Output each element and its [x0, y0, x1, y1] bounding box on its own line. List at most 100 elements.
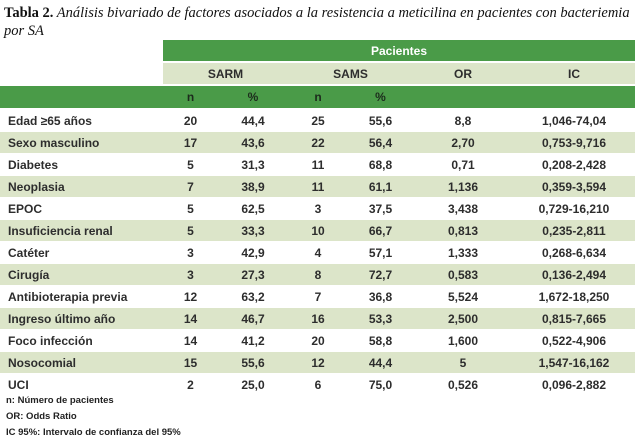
table-row: UCI 2 25,0 6 75,0 0,526 0,096-2,882	[0, 374, 635, 396]
sarm-pct-value: 46,7	[241, 311, 265, 326]
column-group-header-pacientes: Pacientes	[163, 40, 635, 61]
subheader-sarm-pct: %	[247, 90, 259, 104]
sarm-n-value: 20	[183, 113, 198, 128]
sams-pct-value: 57,1	[368, 245, 393, 260]
row-label: Sexo masculino	[8, 135, 100, 150]
sarm-n-value: 3	[187, 245, 194, 260]
sarm-n-value: 5	[187, 201, 194, 216]
table-row: Neoplasia 7 38,9 11 61,1 1,136 0,359-3,594	[0, 176, 635, 198]
table-row: Sexo masculino 17 43,6 22 56,4 2,70 0,753-9,71…	[0, 132, 635, 154]
footnote-ic: IC 95%: Intervalo de confianza del 95%	[6, 426, 181, 438]
table-title: Tabla 2. Análisis bivariado de factores …	[0, 0, 635, 40]
sams-pct-value: 61,1	[368, 179, 393, 194]
column-header-ic: IC	[513, 63, 635, 84]
sams-pct-value: 55,6	[368, 113, 393, 128]
or-value: 0,526	[447, 377, 479, 392]
ic-value: 0,268-6,634	[541, 245, 607, 260]
row-label: Ingreso último año	[8, 311, 116, 326]
row-label: Diabetes	[8, 157, 59, 172]
sarm-pct-value: 31,3	[241, 157, 265, 172]
row-label: EPOC	[8, 201, 43, 216]
sams-n-value: 12	[311, 355, 325, 370]
sams-pct-value: 56,4	[368, 135, 393, 150]
sarm-pct-value: 27,3	[241, 267, 265, 282]
header-spacer	[0, 40, 163, 61]
table-title-text: Análisis bivariado de factores asociados…	[4, 5, 630, 39]
data-table: Pacientes SARM SAMS OR IC n % n % Edad ≥…	[0, 40, 635, 396]
table-row: Catéter 3 42,9 4 57,1 1,333 0,268-6,634	[0, 242, 635, 264]
row-label: Nosocomial	[8, 355, 77, 370]
table-body: Edad ≥65 años 20 44,4 25 55,6 8,8 1,046-74,04 S…	[0, 110, 635, 396]
sarm-pct-value: 62,5	[241, 201, 265, 216]
sams-n-value: 7	[314, 289, 322, 304]
ic-value: 1,547-16,162	[538, 355, 610, 370]
sarm-n-value: 12	[183, 289, 198, 304]
header-row-subcolumns: n % n %	[0, 86, 635, 110]
or-value: 0,71	[451, 157, 475, 172]
header-spacer	[0, 86, 163, 108]
sams-n-value: 11	[311, 157, 325, 172]
sams-pct-value: 66,7	[368, 223, 393, 238]
row-label: Cirugía	[8, 267, 50, 282]
ic-value: 0,096-2,882	[541, 377, 607, 392]
table-row: Ingreso último año 14 46,7 16 53,3 2,500 0,815…	[0, 308, 635, 330]
ic-value: 0,359-3,594	[541, 179, 607, 194]
header-row-group: Pacientes	[0, 40, 635, 63]
or-value: 5	[459, 355, 467, 370]
row-label: Edad ≥65 años	[8, 113, 92, 128]
ic-value: 0,522-4,906	[541, 333, 607, 348]
sams-n-value: 16	[311, 311, 325, 326]
sams-n-value: 3	[314, 201, 322, 216]
table-row: Diabetes 5 31,3 11 68,8 0,71 0,208-2,428	[0, 154, 635, 176]
row-label: UCI	[8, 377, 29, 392]
row-label: Insuficiencia renal	[8, 223, 113, 238]
sams-n-value: 20	[311, 333, 325, 348]
or-value: 0,813	[447, 223, 479, 238]
sarm-n-value: 2	[187, 377, 194, 392]
row-label: Catéter	[8, 245, 50, 260]
ic-value: 1,672-18,250	[538, 289, 610, 304]
sams-n-value: 11	[311, 179, 325, 194]
or-value: 1,333	[447, 245, 479, 260]
sarm-pct-value: 63,2	[241, 289, 265, 304]
table-row: Nosocomial 15 55,6 12 44,4 5 1,547-16,162	[0, 352, 635, 374]
footnote-or: OR: Odds Ratio	[6, 410, 77, 422]
or-value: 1,136	[447, 179, 479, 194]
or-value: 5,524	[447, 289, 479, 304]
table-number-label: Tabla 2.	[4, 5, 54, 21]
subheader-ic-empty	[513, 86, 635, 108]
ic-value: 1,046-74,04	[541, 113, 607, 128]
sarm-n-value: 14	[183, 333, 198, 348]
sams-n-value: 25	[311, 113, 325, 128]
row-label: Foco infección	[8, 333, 93, 348]
subheader-sarm-n: n	[186, 90, 195, 104]
ic-value: 0,729-16,210	[538, 201, 610, 216]
sarm-pct-value: 43,6	[241, 135, 265, 150]
sarm-pct-value: 44,4	[241, 113, 265, 128]
sarm-pct-value: 38,9	[241, 179, 265, 194]
row-label: Neoplasia	[8, 179, 65, 194]
table-row: Insuficiencia renal 5 33,3 10 66,7 0,813 0,235…	[0, 220, 635, 242]
sarm-n-value: 14	[183, 311, 198, 326]
sams-n-value: 6	[314, 377, 322, 392]
footnote-n: n: Número de pacientes	[6, 395, 114, 406]
sams-pct-value: 58,8	[368, 333, 393, 348]
ic-value: 0,753-9,716	[541, 135, 607, 150]
or-value: 2,70	[451, 135, 475, 150]
sams-pct-value: 75,0	[368, 377, 393, 392]
or-value: 2,500	[447, 311, 479, 326]
sarm-pct-value: 55,6	[241, 355, 265, 370]
sams-pct-value: 72,7	[368, 267, 393, 282]
subheader-sams-pct: %	[375, 90, 386, 104]
sams-n-value: 4	[314, 245, 322, 260]
sarm-n-value: 5	[187, 223, 194, 238]
table-row: EPOC 5 62,5 3 37,5 3,438 0,729-16,210	[0, 198, 635, 220]
subheader-or-empty	[413, 86, 513, 108]
row-label: Antibioterapia previa	[8, 289, 128, 304]
footnotes: n: Número de pacientes OR: Odds Ratio IC…	[6, 395, 626, 444]
sams-n-value: 10	[311, 223, 325, 238]
table-row: Cirugía 3 27,3 8 72,7 0,583 0,136-2,494	[0, 264, 635, 286]
or-value: 3,438	[447, 201, 479, 216]
subheader-sams-n: n	[314, 90, 322, 104]
